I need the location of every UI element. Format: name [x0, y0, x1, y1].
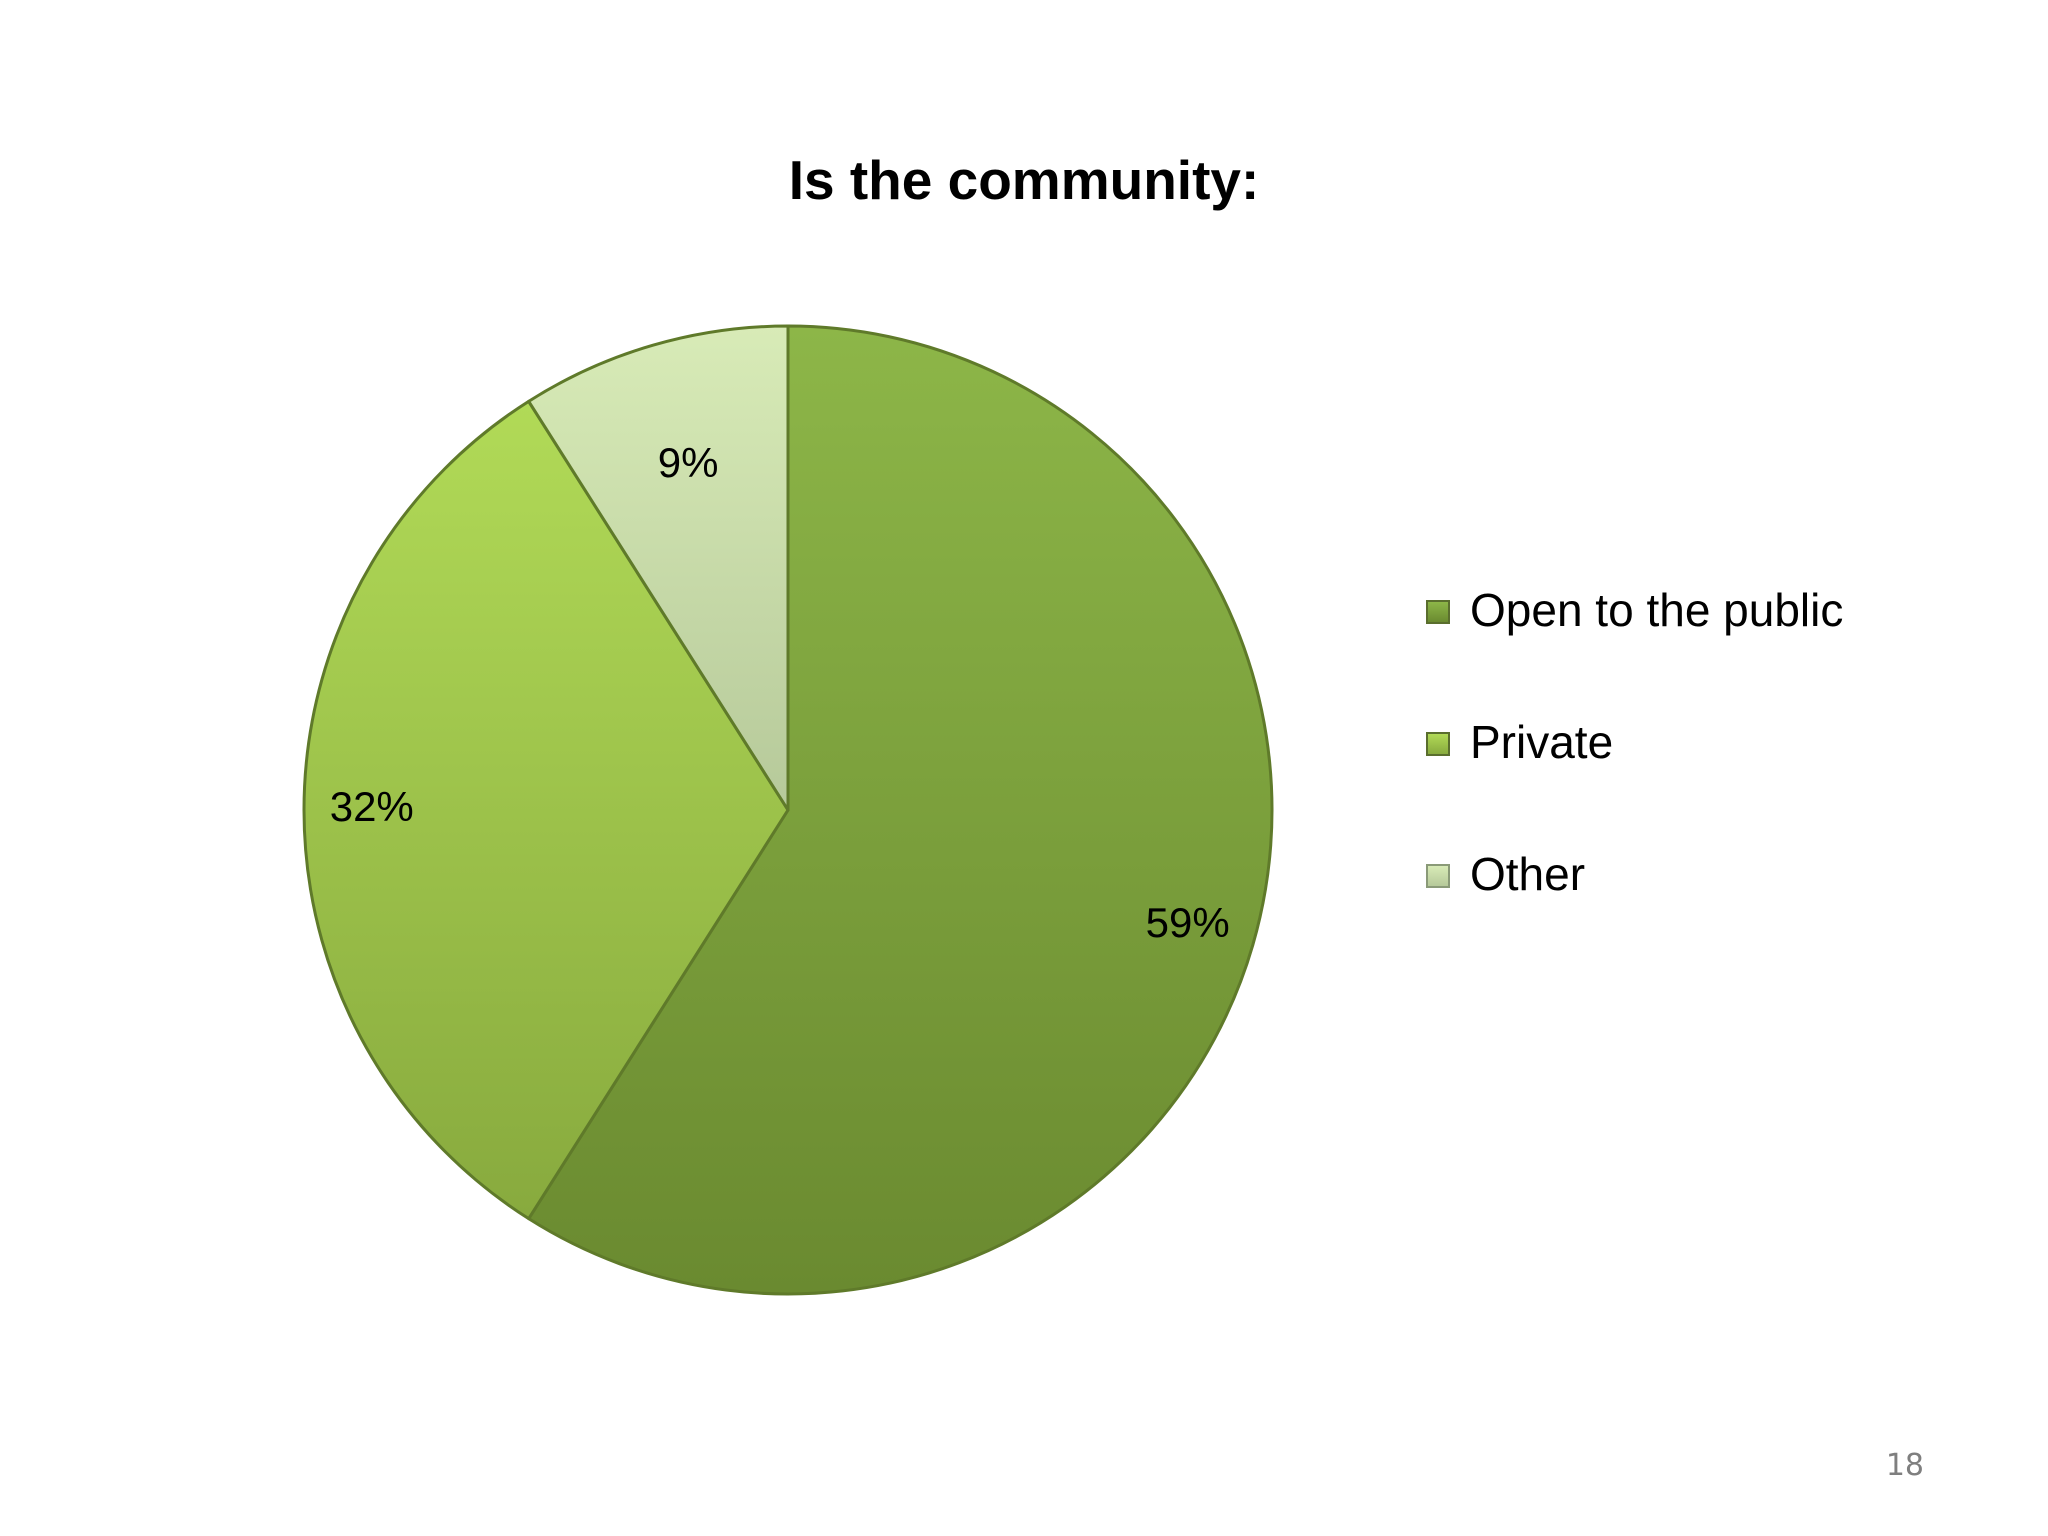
chart-title: Is the community:	[788, 149, 1260, 211]
data-label-other: 9%	[658, 439, 719, 486]
legend-swatch-open-to-the-public	[1426, 600, 1450, 624]
legend-swatch-other	[1426, 864, 1450, 888]
pie-slice-other	[527, 324, 790, 812]
legend-label: Other	[1470, 848, 1586, 900]
legend-swatch-private	[1426, 732, 1450, 756]
pie-slice-private	[302, 399, 790, 1221]
data-label-open-to-the-public: 59%	[1146, 899, 1230, 946]
pie-slice-open-to-the-public	[527, 324, 1274, 1296]
legend-label: Private	[1470, 716, 1614, 768]
data-label-private: 32%	[330, 783, 414, 830]
legend-label: Open to the public	[1470, 584, 1844, 636]
page-number: 18	[1885, 1448, 1924, 1483]
